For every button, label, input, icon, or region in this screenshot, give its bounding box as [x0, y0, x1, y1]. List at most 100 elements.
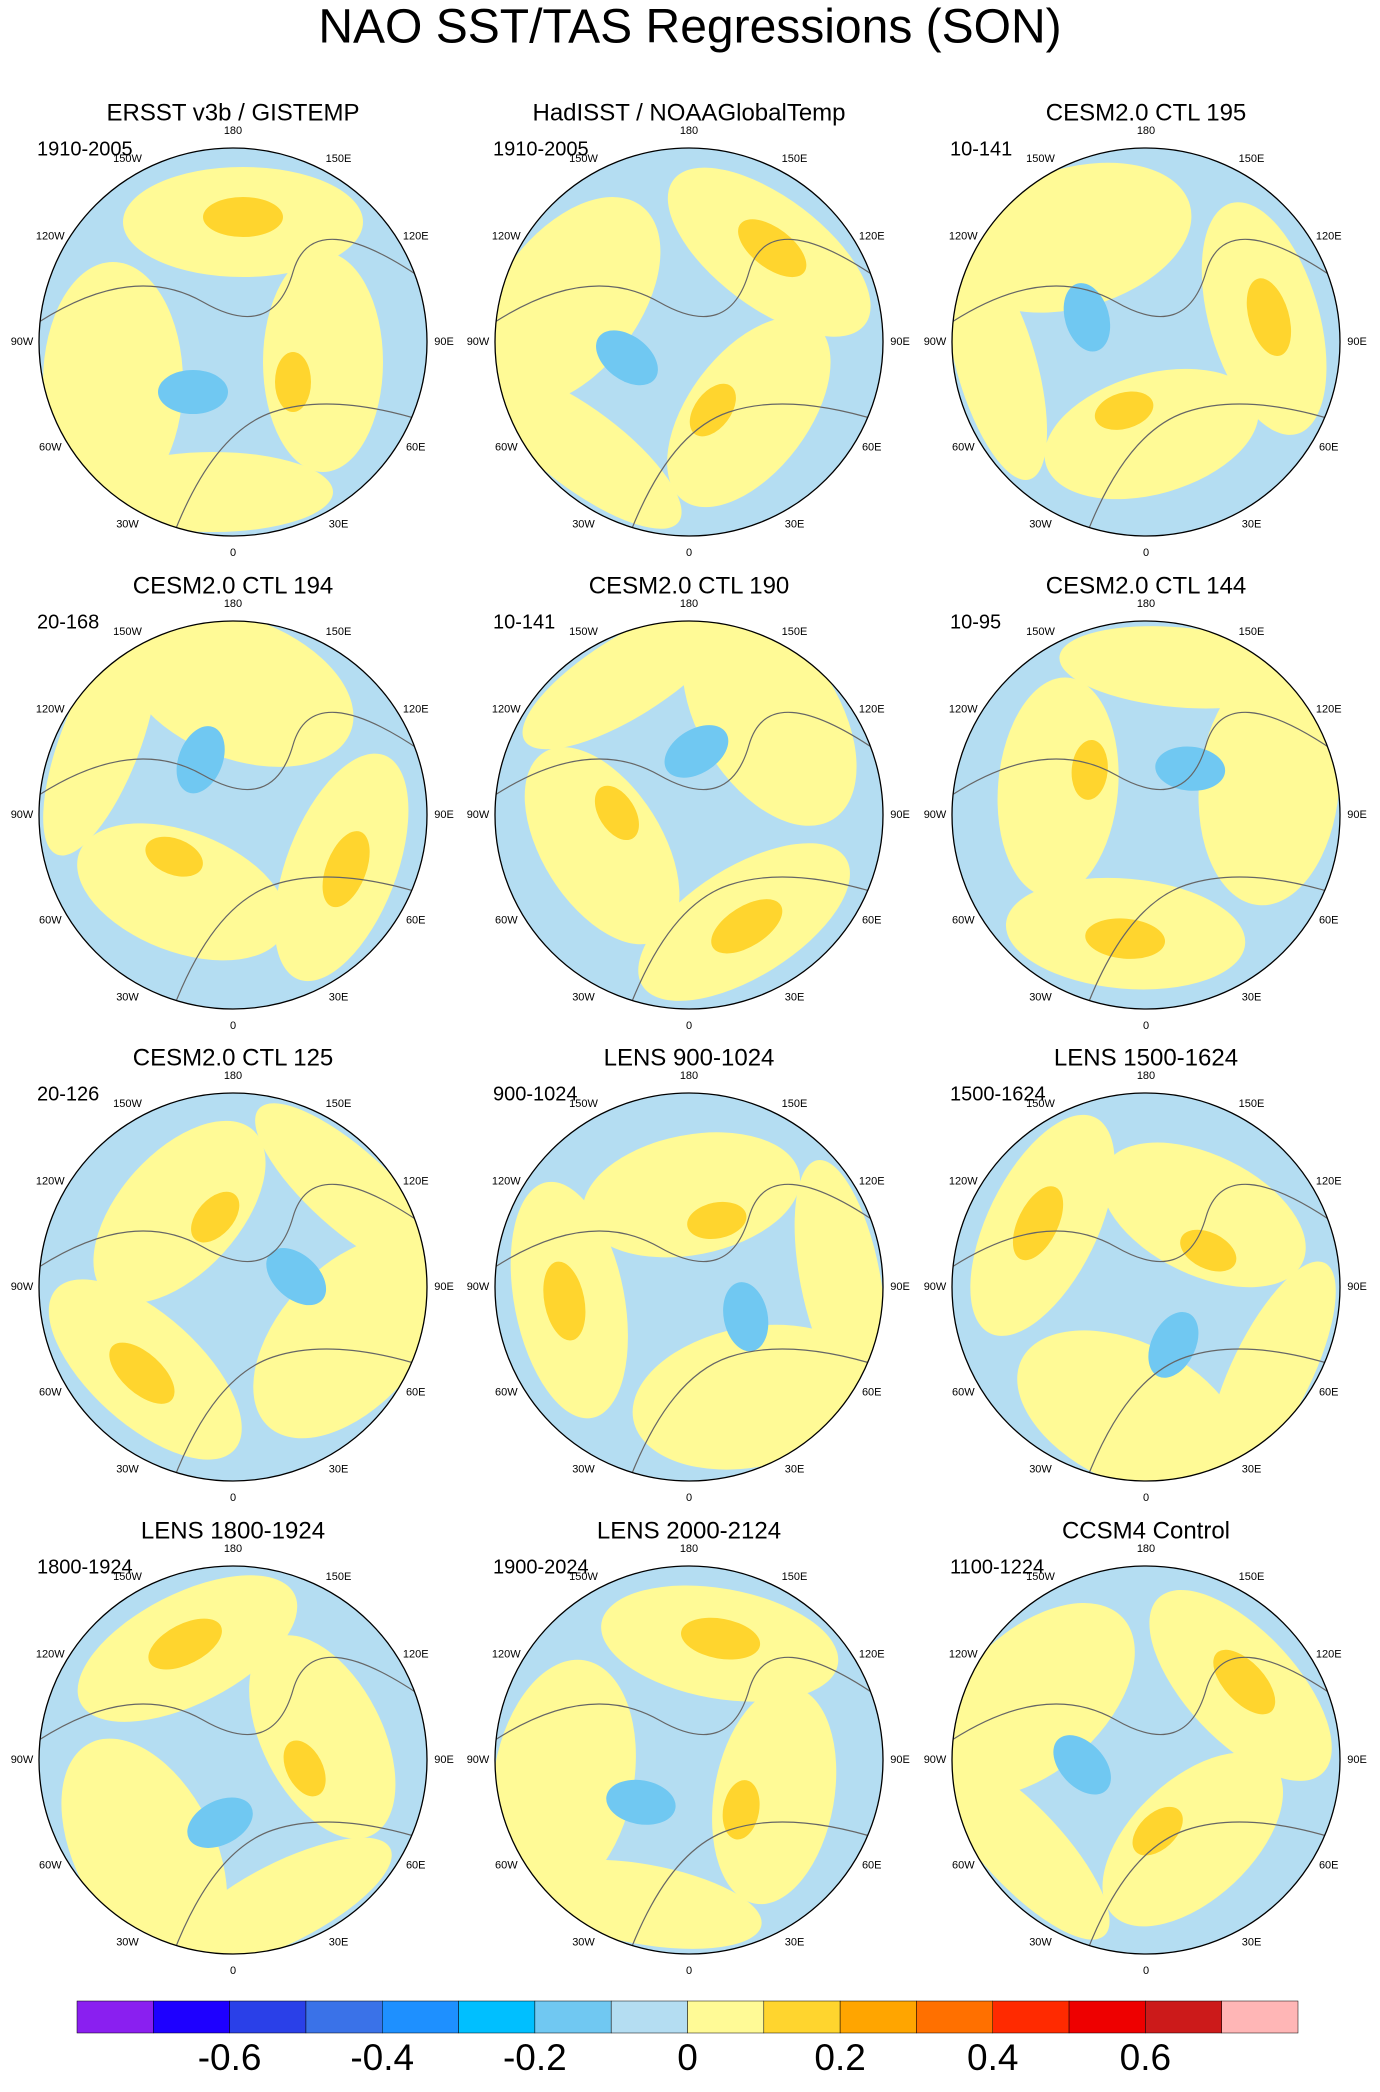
strong-positive — [1012, 1186, 1064, 1261]
longitude-label: 30W — [116, 519, 139, 531]
longitude-label: 90E — [1347, 336, 1367, 348]
coastline — [628, 403, 883, 536]
longitude-label: 90W — [11, 1754, 34, 1766]
longitude-label: 60E — [862, 1386, 882, 1398]
anomaly-pattern — [952, 1590, 1332, 1940]
positive-area — [997, 677, 1119, 897]
longitude-label: 150W — [569, 153, 598, 165]
colorbar-box — [305, 2000, 383, 2034]
longitude-label: 60W — [952, 1386, 975, 1398]
positive-area — [1102, 1752, 1284, 1927]
positive-area — [1101, 1142, 1306, 1288]
strong-positive — [1071, 739, 1108, 800]
longitude-label: 90W — [11, 1281, 34, 1293]
longitude-label: 150W — [569, 626, 598, 638]
positive-area — [1059, 626, 1299, 709]
longitude-label: 120E — [403, 1648, 429, 1660]
colorbar-tick-label: 0.4 — [967, 2037, 1018, 2078]
positive-area — [632, 1324, 870, 1470]
anomaly-pattern — [48, 1103, 427, 1460]
longitude-label: 150E — [326, 153, 352, 165]
coastline — [172, 1821, 427, 1954]
panel-title: CESM2.0 CTL 190 — [589, 572, 790, 599]
panel-title: CESM2.0 CTL 125 — [133, 1044, 334, 1071]
colorbar-tick-label: -0.2 — [503, 2037, 567, 2078]
longitude-label: 30E — [785, 519, 805, 531]
longitude-label: 90E — [434, 809, 454, 821]
coastline — [39, 238, 427, 323]
positive-area — [43, 262, 183, 502]
longitude-label: 30W — [1029, 1937, 1052, 1949]
panel-title: LENS 1800-1924 — [141, 1517, 325, 1544]
longitude-label: 90W — [11, 336, 34, 348]
longitude-label: 150W — [569, 1098, 598, 1110]
longitude-label: 30E — [785, 1937, 805, 1949]
positive-area — [794, 1159, 883, 1397]
positive-area — [1044, 368, 1259, 500]
longitude-label: 0 — [686, 1492, 692, 1504]
anomaly-pattern — [43, 167, 383, 532]
negative-area — [1155, 746, 1226, 791]
colorbar-box — [1145, 2000, 1222, 2034]
longitude-label: 60E — [1319, 914, 1339, 926]
longitude-label: 120E — [403, 1175, 429, 1187]
longitude-label: 150E — [782, 1571, 808, 1583]
longitude-label: 180 — [680, 125, 698, 137]
positive-area — [522, 621, 731, 750]
longitude-label: 120W — [36, 1648, 65, 1660]
longitude-label: 90E — [890, 336, 910, 348]
longitude-label: 60E — [862, 441, 882, 453]
longitude-label: 30E — [785, 992, 805, 1004]
positive-area — [174, 1837, 392, 1954]
positive-area — [667, 317, 831, 508]
colorbar-box — [1221, 2000, 1299, 2034]
positive-area — [123, 621, 354, 767]
negative-area — [187, 1797, 253, 1848]
longitude-label: 120E — [1316, 703, 1342, 715]
longitude-label: 60E — [406, 441, 426, 453]
strong-positive — [1180, 1229, 1237, 1272]
longitude-label: 90E — [434, 1754, 454, 1766]
longitude-label: 30W — [572, 1464, 595, 1476]
longitude-label: 180 — [680, 598, 698, 610]
colorbar-tick-label: 0.2 — [814, 2037, 865, 2078]
strong-positive — [145, 836, 203, 877]
colorbar-box — [382, 2000, 459, 2034]
colorbar-tick-label: -0.4 — [350, 2037, 414, 2078]
panel-title: LENS 1500-1624 — [1054, 1044, 1238, 1071]
coastline — [952, 238, 1340, 323]
longitude-label: 90W — [924, 1754, 947, 1766]
map-border — [951, 1092, 1341, 1482]
strong-positive — [275, 352, 311, 412]
positive-area — [77, 823, 287, 961]
positive-area — [952, 248, 1048, 480]
longitude-label: 60W — [39, 914, 62, 926]
anomaly-pattern — [510, 1132, 883, 1470]
panel-period: 20-126 — [37, 1083, 99, 1105]
longitude-label: 0 — [230, 547, 236, 559]
map — [495, 148, 883, 536]
positive-area — [524, 747, 680, 945]
longitude-label: 180 — [1137, 1543, 1155, 1555]
colorbar-box — [534, 2000, 612, 2034]
longitude-label: 60E — [1319, 441, 1339, 453]
longitude-label: 30W — [572, 992, 595, 1004]
negative-area — [664, 725, 729, 778]
longitude-label: 180 — [680, 1070, 698, 1082]
map — [952, 621, 1340, 1009]
longitude-label: 150E — [1239, 626, 1265, 638]
longitude-label: 0 — [1143, 1492, 1149, 1504]
coastline — [1085, 876, 1340, 1009]
negative-area — [606, 1779, 676, 1825]
longitude-label: 90W — [467, 809, 490, 821]
map-border — [494, 1565, 884, 1955]
positive-area — [249, 1635, 396, 1839]
colorbar-box — [610, 2000, 688, 2034]
map-border — [38, 147, 428, 537]
longitude-label: 180 — [224, 598, 242, 610]
longitude-label: 60W — [495, 914, 518, 926]
longitude-label: 30W — [572, 519, 595, 531]
panel-title: CESM2.0 CTL 144 — [1046, 572, 1247, 599]
longitude-label: 30E — [1242, 992, 1262, 1004]
longitude-label: 120E — [403, 703, 429, 715]
